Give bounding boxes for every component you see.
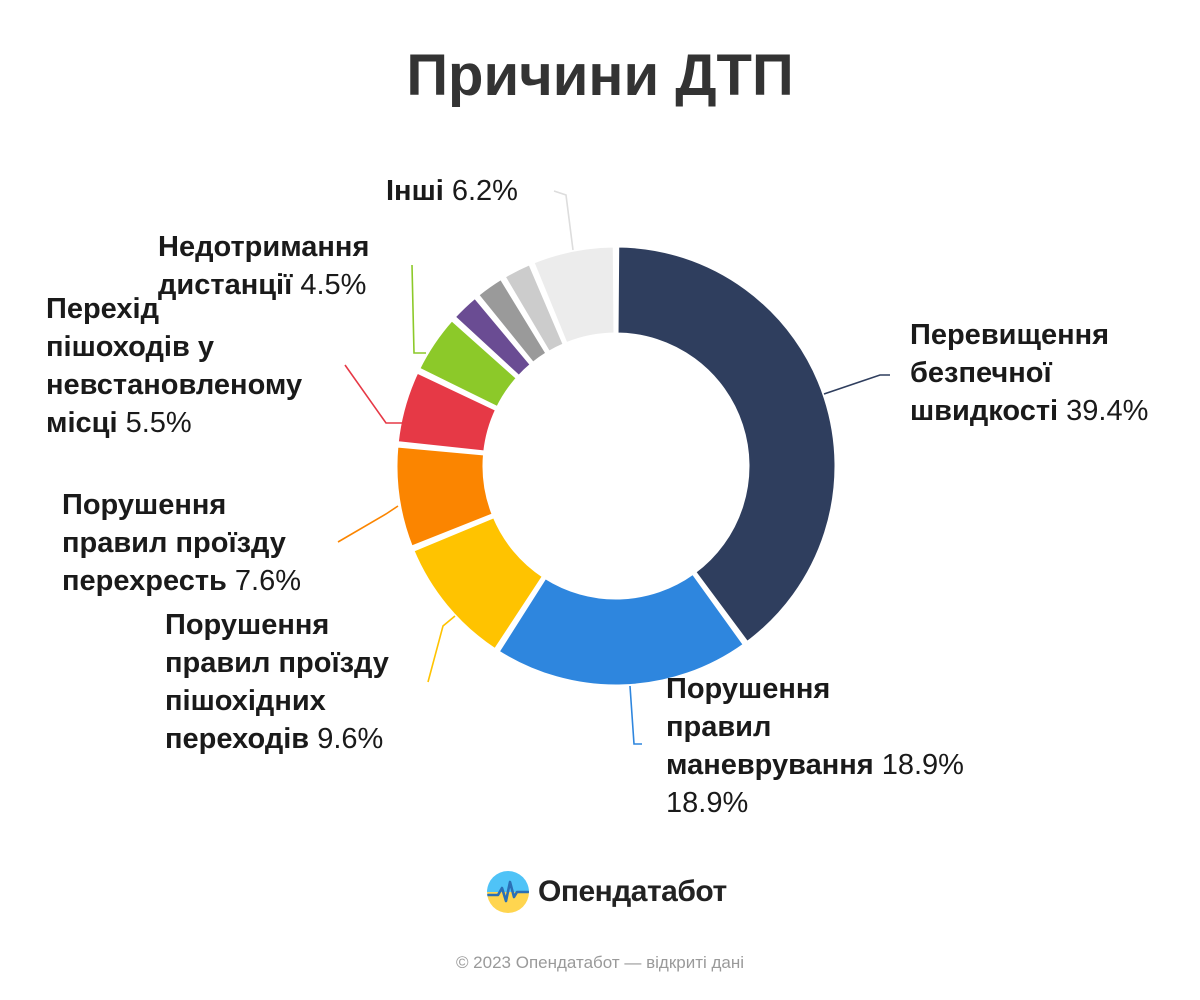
leader-line-9 bbox=[553, 190, 574, 251]
slice-value-label: 6.2% bbox=[443, 175, 518, 207]
slice-label-9: Інші 6.2% bbox=[386, 172, 518, 210]
donut-slice-0 bbox=[615, 244, 838, 645]
slice-label-text: Перевищення bbox=[910, 319, 1110, 351]
slice-label-0: Перевищення безпечної швидкості 39.4% bbox=[910, 316, 1148, 430]
leader-line-1 bbox=[629, 685, 642, 745]
donut-slice-7 bbox=[476, 276, 549, 365]
slice-value-label: 4.5% bbox=[292, 269, 367, 301]
slice-label-text: перехресть bbox=[62, 565, 227, 597]
leader-line-4 bbox=[344, 364, 402, 424]
slice-label-text: маневрування bbox=[666, 749, 874, 781]
slice-label-3: Порушення правил проїзду перехресть 7.6% bbox=[62, 486, 301, 600]
slice-label-5: Недотримання дистанції 4.5% bbox=[158, 228, 369, 304]
slice-label-text: правил проїзду bbox=[165, 647, 389, 679]
slice-label-text: правил проїзду bbox=[62, 527, 286, 559]
slice-label-text: безпечної bbox=[910, 357, 1052, 389]
leader-line-3 bbox=[337, 505, 399, 543]
slice-label-text: пішохідних bbox=[165, 685, 326, 717]
brand-name: Опендатабот bbox=[538, 875, 727, 908]
slice-value-label: 7.6% bbox=[226, 565, 302, 597]
slice-label-text: Перехід bbox=[46, 293, 160, 325]
leader-line-5 bbox=[411, 264, 426, 354]
donut-slice-3 bbox=[394, 444, 495, 549]
slice-value-label: 5.5% bbox=[117, 407, 192, 439]
slice-value-label: 18.9% bbox=[666, 787, 749, 819]
donut-slice-2 bbox=[411, 515, 546, 652]
slice-label-text: Порушення bbox=[165, 609, 330, 641]
slice-label-text: пішоходів у bbox=[46, 331, 214, 363]
leader-line-0 bbox=[823, 374, 890, 395]
donut-slice-9 bbox=[531, 244, 617, 346]
donut-slice-5 bbox=[417, 318, 519, 410]
chart-title: Причини ДТП bbox=[406, 43, 794, 108]
donut-slice-1 bbox=[496, 571, 746, 688]
slice-label-text: Інші bbox=[386, 175, 444, 207]
slice-label-1: Порушення правил маневрування 18.9% 18.9% bbox=[666, 670, 964, 822]
slice-label-text: правил bbox=[666, 711, 772, 743]
slice-label-4: Перехід пішоходів у невстановленому місці 5… bbox=[46, 290, 302, 442]
opendatabot-logo-icon bbox=[487, 871, 529, 913]
slice-value-label: 9.6% bbox=[309, 723, 384, 755]
slice-value-label: 39.4% bbox=[1058, 395, 1149, 427]
donut-slice-6 bbox=[452, 295, 533, 379]
leader-line-2 bbox=[427, 615, 456, 683]
slice-label-text: Порушення bbox=[62, 489, 227, 521]
slice-label-text: Недотримання bbox=[158, 231, 370, 263]
slice-label-text: Порушення bbox=[666, 673, 831, 705]
donut-slice-8 bbox=[502, 262, 566, 354]
donut-slice-4 bbox=[395, 370, 499, 454]
slice-value-label: 18.9% bbox=[873, 749, 964, 781]
footer-copyright: © 2023 Опендатабот — відкриті дані bbox=[455, 953, 745, 972]
slice-label-text: місці bbox=[46, 407, 118, 439]
brand: Опендатабот bbox=[486, 870, 727, 914]
slice-label-text: переходів bbox=[165, 723, 310, 755]
slice-label-2: Порушення правил проїзду пішохідних переход… bbox=[165, 606, 389, 758]
slice-label-text: невстановленому bbox=[46, 369, 303, 401]
slice-label-text: швидкості bbox=[910, 395, 1059, 427]
slice-label-text: дистанції bbox=[158, 269, 293, 301]
